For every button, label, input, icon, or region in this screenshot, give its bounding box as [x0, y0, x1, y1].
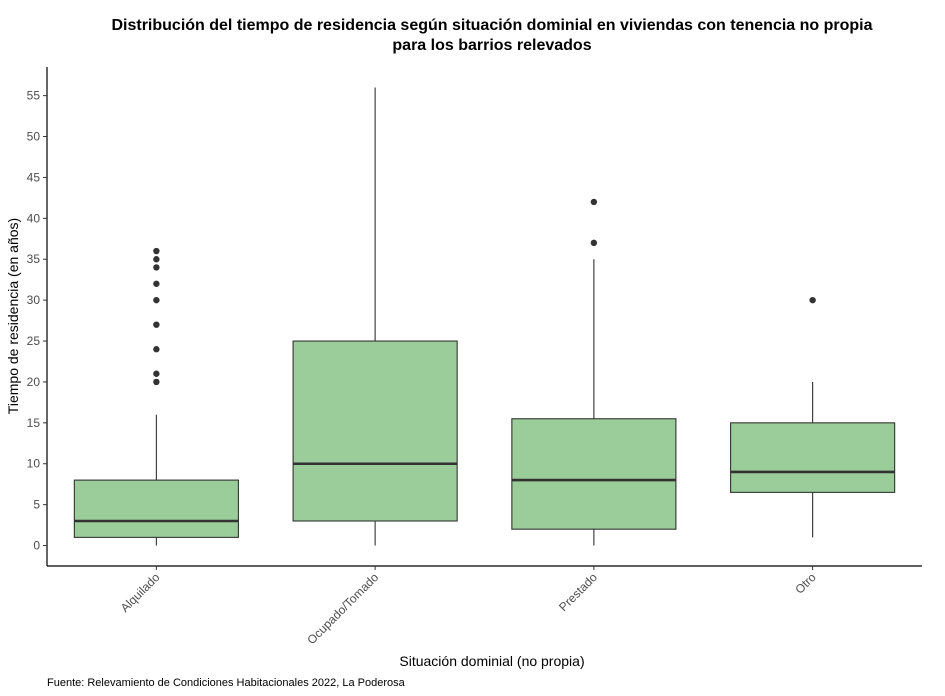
outlier-point: [153, 321, 160, 328]
y-tick-label: 30: [27, 293, 41, 307]
outlier-point: [153, 378, 160, 386]
y-tick-label: 25: [27, 334, 41, 348]
x-axis-ticks: Alquilado Ocupado/Tomado Prestado Otro: [118, 566, 819, 647]
outlier-point: [590, 198, 598, 206]
chart-title-line-2: para los barrios relevados: [392, 37, 591, 54]
box-group: [730, 296, 896, 538]
outlier-point: [153, 370, 160, 377]
y-axis-title: Tiempo de residencia (en años): [5, 218, 21, 414]
y-tick-label: 20: [27, 375, 41, 389]
iqr-box: [730, 422, 896, 493]
y-tick-label: 35: [27, 252, 41, 266]
y-tick-label: 5: [33, 498, 40, 512]
y-axis-ticks: 0 5 10 15 20 25 30 35 40 45 50 55: [27, 89, 47, 553]
outlier-point: [153, 346, 160, 353]
outlier-point: [153, 264, 160, 271]
box-group: [511, 198, 677, 546]
iqr-box: [292, 340, 458, 522]
outlier-point: [809, 296, 816, 304]
y-tick-label: 0: [33, 539, 40, 553]
chart-caption: Fuente: Relevamiento de Condiciones Habi…: [47, 677, 406, 689]
y-tick-label: 15: [27, 416, 41, 430]
outlier-point: [590, 239, 598, 247]
x-tick-label: Prestado: [556, 570, 600, 614]
x-tick-label: Ocupado/Tomado: [304, 570, 381, 647]
box-group: [292, 87, 458, 546]
outlier-point: [153, 247, 160, 255]
x-tick-label: Otro: [792, 570, 819, 597]
y-tick-label: 50: [27, 130, 41, 144]
outlier-point: [153, 256, 160, 263]
iqr-box: [73, 479, 239, 538]
outlier-point: [153, 296, 160, 304]
iqr-box: [511, 418, 677, 530]
y-tick-label: 40: [27, 211, 41, 225]
x-tick-label: Alquilado: [118, 570, 163, 615]
x-axis-title: Situación dominial (no propia): [399, 653, 584, 669]
box-group: [73, 247, 239, 546]
y-tick-label: 45: [27, 170, 41, 184]
chart-title-line-1: Distribución del tiempo de residencia se…: [111, 17, 872, 34]
plot-area: [73, 87, 896, 546]
outlier-point: [153, 280, 160, 287]
y-tick-label: 10: [27, 457, 41, 471]
y-tick-label: 55: [27, 89, 41, 103]
